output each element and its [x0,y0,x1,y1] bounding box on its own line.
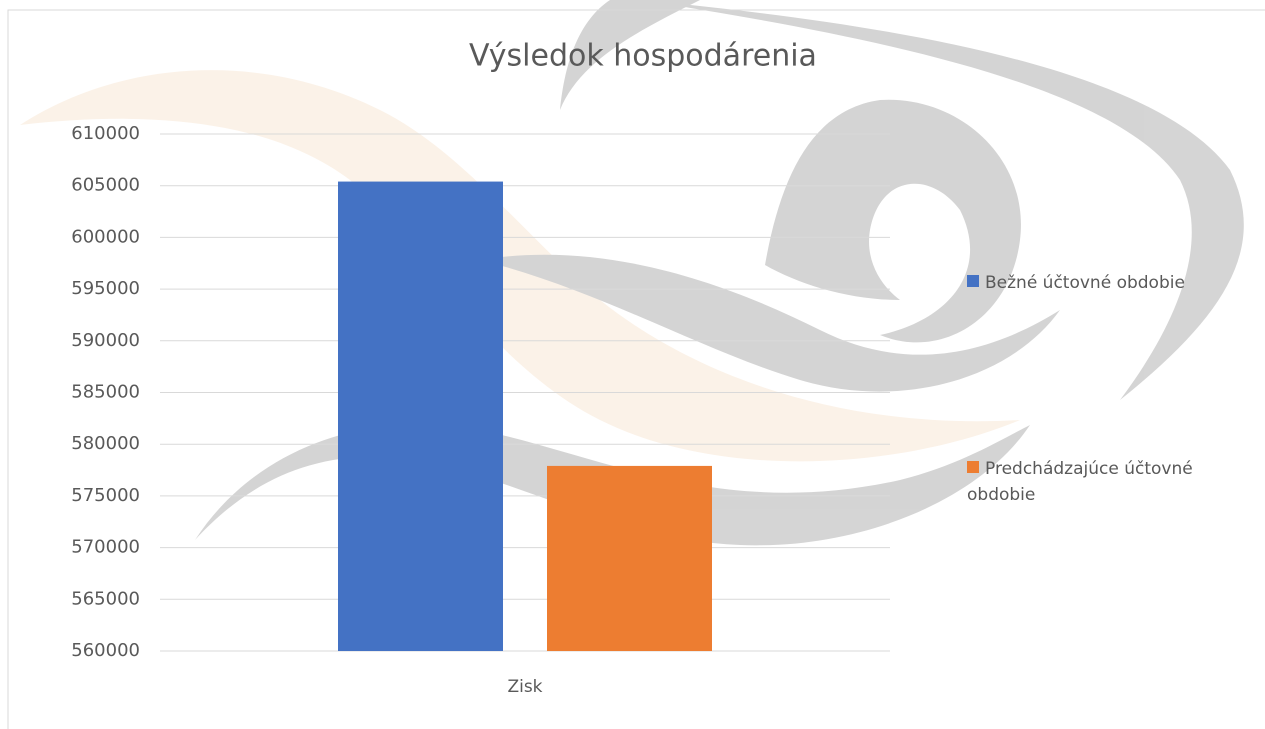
y-tick-label: 565000 [71,588,140,609]
y-tick-label: 590000 [71,330,140,351]
legend-label: Predchádzajúce účtovné obdobie [967,459,1193,505]
y-tick-label: 585000 [71,382,140,403]
chart-container: Výsledok hospodárenia 560000 565000 570000… [0,0,1265,729]
y-tick-label: 560000 [71,640,140,661]
y-tick-label: 580000 [71,433,140,454]
legend-label: Bežné účtovné obdobie [985,273,1185,293]
y-tick-label: 595000 [71,278,140,299]
x-tick-label: Zisk [507,677,542,697]
y-tick-label: 600000 [71,226,140,247]
legend-item: Predchádzajúce účtovné obdobie [967,456,1237,508]
legend-swatch [967,275,979,287]
bar [547,466,712,651]
legend: Bežné účtovné obdobie Predchádzajúce účto… [967,270,1237,508]
chart-title: Výsledok hospodárenia [469,39,817,74]
y-tick-label: 605000 [71,175,140,196]
legend-item: Bežné účtovné obdobie [967,270,1237,296]
bar [338,182,503,651]
legend-swatch [967,461,979,473]
y-tick-label: 575000 [71,485,140,506]
y-tick-label: 570000 [71,537,140,558]
y-tick-label: 610000 [71,123,140,144]
